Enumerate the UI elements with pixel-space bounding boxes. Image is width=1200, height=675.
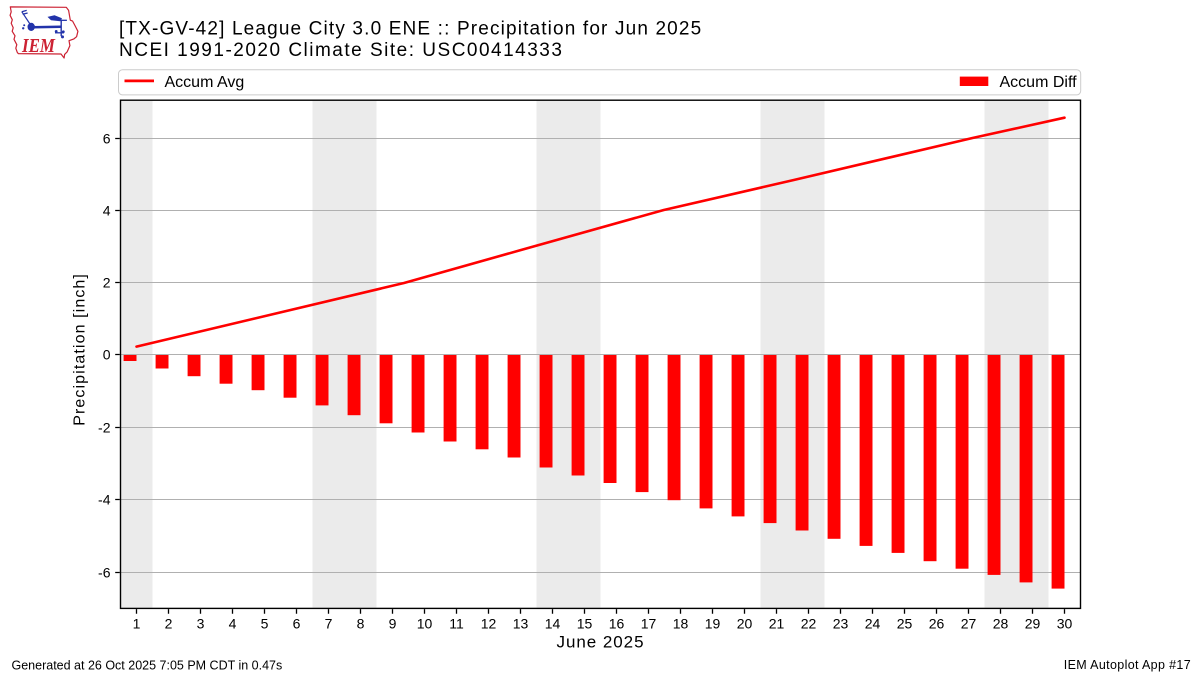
svg-text:7: 7 [325, 616, 333, 632]
svg-text:18: 18 [673, 616, 689, 632]
svg-text:21: 21 [769, 616, 785, 632]
svg-text:June 2025: June 2025 [557, 632, 645, 651]
svg-text:Generated at 26 Oct 2025 7:05: Generated at 26 Oct 2025 7:05 PM CDT in … [12, 658, 283, 672]
svg-text:14: 14 [545, 616, 561, 632]
svg-text:6: 6 [293, 616, 301, 632]
svg-text:-2: -2 [98, 420, 111, 436]
svg-text:IEM Autoplot App #17: IEM Autoplot App #17 [1064, 658, 1191, 672]
svg-text:Precipitation [inch]: Precipitation [inch] [72, 273, 89, 426]
svg-text:Accum Diff: Accum Diff [1000, 74, 1078, 91]
svg-text:3: 3 [197, 616, 205, 632]
svg-text:6: 6 [103, 131, 111, 147]
svg-text:0: 0 [103, 347, 111, 363]
svg-text:24: 24 [865, 616, 881, 632]
svg-text:19: 19 [705, 616, 721, 632]
svg-text:4: 4 [229, 616, 237, 632]
svg-text:2: 2 [165, 616, 173, 632]
svg-text:NCEI 1991-2020 Climate Site: U: NCEI 1991-2020 Climate Site: USC00414333 [119, 40, 563, 61]
svg-text:2: 2 [103, 275, 111, 291]
svg-text:29: 29 [1025, 616, 1041, 632]
svg-text:26: 26 [929, 616, 945, 632]
svg-text:22: 22 [801, 616, 817, 632]
svg-text:12: 12 [481, 616, 497, 632]
svg-text:-6: -6 [98, 565, 111, 581]
svg-text:17: 17 [641, 616, 657, 632]
svg-text:30: 30 [1057, 616, 1073, 632]
svg-text:Accum Avg: Accum Avg [165, 74, 245, 91]
svg-text:5: 5 [261, 616, 269, 632]
svg-text:16: 16 [609, 616, 625, 632]
svg-text:IEM: IEM [21, 35, 55, 57]
svg-text:13: 13 [513, 616, 529, 632]
svg-text:8: 8 [357, 616, 365, 632]
svg-text:10: 10 [417, 616, 433, 632]
svg-text:4: 4 [103, 203, 111, 219]
svg-text:11: 11 [449, 616, 464, 632]
svg-text:9: 9 [389, 616, 397, 632]
svg-text:20: 20 [737, 616, 753, 632]
svg-text:23: 23 [833, 616, 849, 632]
svg-text:-4: -4 [98, 492, 111, 508]
svg-text:27: 27 [961, 616, 977, 632]
svg-text:1: 1 [133, 616, 141, 632]
svg-text:15: 15 [577, 616, 593, 632]
svg-text:28: 28 [993, 616, 1009, 632]
svg-text:[TX-GV-42] League City 3.0 ENE: [TX-GV-42] League City 3.0 ENE :: Precip… [119, 18, 702, 39]
svg-text:25: 25 [897, 616, 913, 632]
